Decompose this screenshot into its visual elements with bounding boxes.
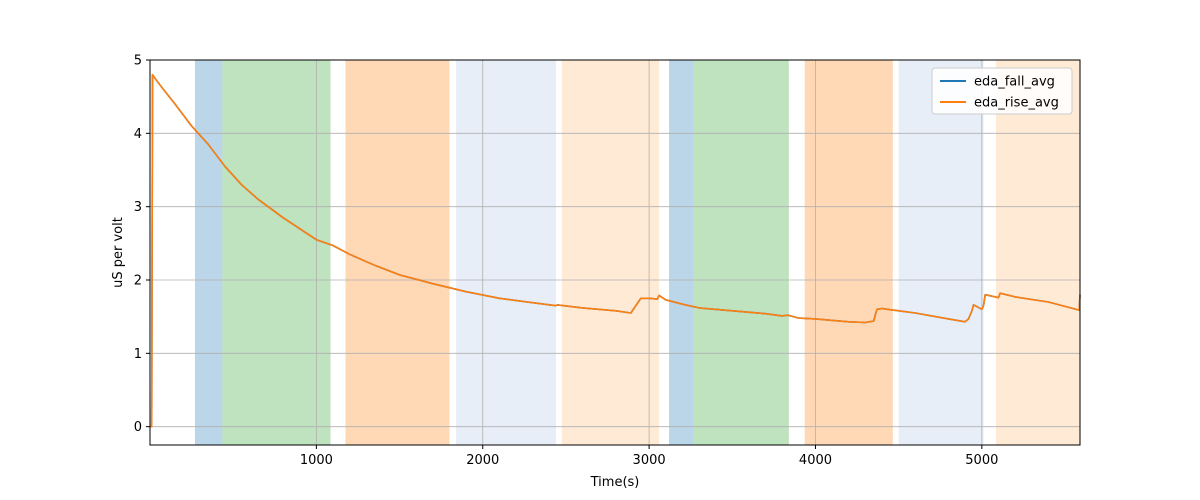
- y-axis: 0 1 2 3 4 5: [134, 54, 150, 435]
- shaded-region-8: [898, 60, 984, 445]
- y-axis-label: uS per volt: [111, 217, 126, 288]
- y-tick-label-2: 2: [134, 274, 142, 289]
- y-tick-label-3: 3: [134, 200, 142, 215]
- legend: eda_fall_avg eda_rise_avg: [931, 67, 1073, 115]
- x-tick-label-0: 1000: [300, 453, 333, 468]
- series-lines: [150, 73, 1081, 428]
- shaded-region-0: [194, 60, 223, 445]
- legend-label-eda-fall-avg: eda_fall_avg: [974, 75, 1055, 90]
- legend-label-eda-rise-avg: eda_rise_avg: [974, 96, 1059, 111]
- shaded-region-9: [995, 60, 1080, 445]
- plot-frame: [149, 59, 1081, 446]
- shaded-region-5: [669, 60, 694, 445]
- y-tick-label-1: 1: [134, 347, 142, 362]
- y-tick-label-4: 4: [134, 127, 142, 142]
- shaded-region-4: [561, 60, 660, 445]
- x-tick-label-1: 2000: [466, 453, 499, 468]
- series-line-eda-rise-avg: [150, 73, 1081, 428]
- x-tick-label-4: 5000: [965, 453, 998, 468]
- shaded-region-2: [345, 60, 450, 445]
- shaded-region-6: [693, 60, 789, 445]
- shaded-region-7: [804, 60, 893, 445]
- shaded-region-1: [222, 60, 331, 445]
- x-tick-label-2: 3000: [633, 453, 666, 468]
- y-tick-label-0: 0: [134, 420, 142, 435]
- x-axis-label: Time(s): [590, 475, 640, 490]
- y-tick-label-5: 5: [134, 54, 142, 69]
- x-axis: 1000 2000 3000 4000 5000: [300, 445, 998, 468]
- x-tick-label-3: 4000: [799, 453, 832, 468]
- shaded-regions: [194, 60, 1080, 445]
- shaded-region-3: [456, 60, 556, 445]
- legend-box: [931, 67, 1073, 115]
